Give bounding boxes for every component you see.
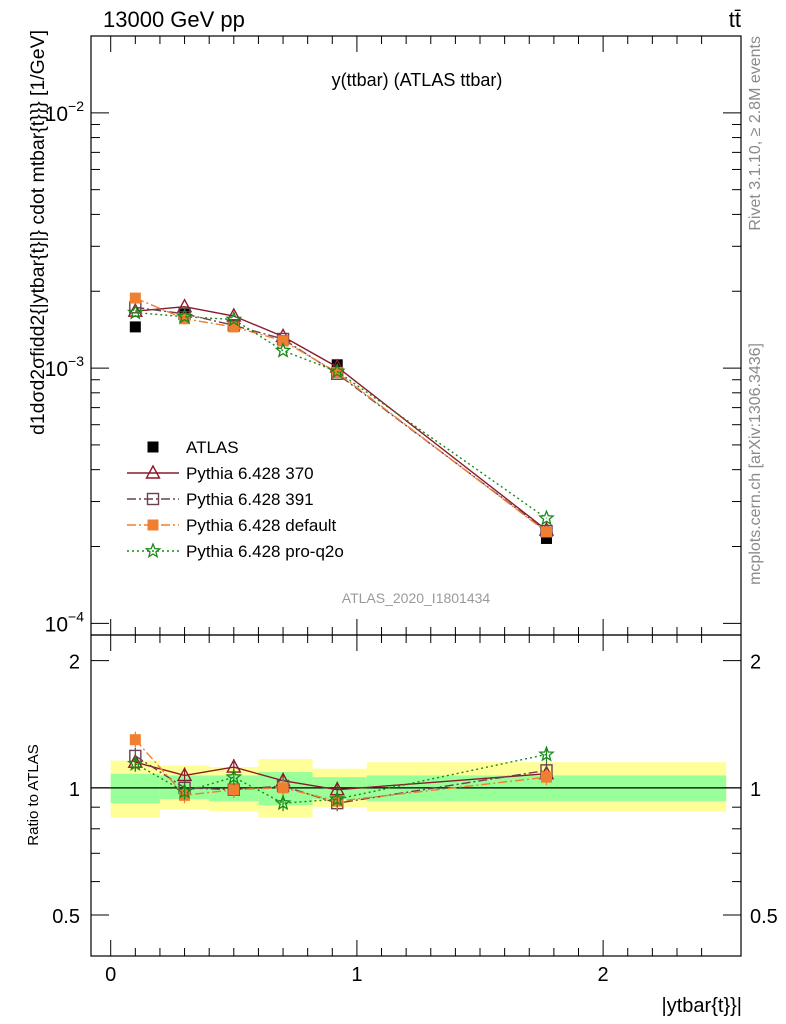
ratio-line-3 bbox=[134, 739, 547, 802]
ratio-y-tick-label-right: 2 bbox=[750, 652, 761, 674]
legend-marker bbox=[147, 441, 159, 453]
data-point bbox=[540, 532, 552, 544]
ratio-y-axis-label: Ratio to ATLAS bbox=[25, 744, 42, 845]
ratio-y-tick-label: 2 bbox=[69, 652, 80, 674]
ratio-y-tick-label-right: 1 bbox=[750, 779, 761, 801]
ratio-series-4 bbox=[126, 745, 555, 812]
rivet-label: Rivet 3.1.10, ≥ 2.8M events bbox=[747, 36, 764, 231]
ratio-point bbox=[277, 782, 289, 794]
y-tick-label: 10−4 bbox=[45, 608, 85, 636]
data-point bbox=[176, 307, 193, 324]
main-series-3 bbox=[129, 292, 552, 538]
legend-label: Pythia 6.428 default bbox=[186, 516, 337, 535]
ratio-point bbox=[228, 784, 240, 796]
legend-entry-2: Pythia 6.428 391 bbox=[127, 490, 314, 509]
data-point bbox=[328, 362, 346, 379]
ratio-y-tick-label-right: 0.5 bbox=[750, 906, 778, 928]
data-point bbox=[274, 341, 292, 358]
ratio-point bbox=[126, 754, 144, 771]
legend-entry-1: Pythia 6.428 370 bbox=[127, 464, 314, 483]
series-line-1 bbox=[135, 305, 547, 531]
legend-marker bbox=[144, 542, 162, 559]
ratio-frame bbox=[90, 634, 742, 957]
main-series-4 bbox=[127, 303, 555, 526]
legend-marker bbox=[147, 519, 159, 531]
legend-marker bbox=[145, 464, 161, 479]
legend-label: Pythia 6.428 391 bbox=[186, 490, 314, 509]
x-axis-label: |ytbar{t}}| bbox=[662, 995, 742, 1017]
y-tick-label: 10−3 bbox=[45, 353, 85, 381]
data-point bbox=[129, 321, 141, 333]
data-point bbox=[225, 310, 243, 327]
data-point bbox=[277, 335, 289, 347]
ratio-line-4 bbox=[134, 753, 547, 804]
data-point bbox=[179, 313, 191, 325]
legend-entry-0: ATLAS bbox=[147, 438, 239, 457]
ratio-y-tick-label: 0.5 bbox=[52, 906, 80, 928]
x-tick-label: 0 bbox=[105, 964, 116, 986]
ratio-point bbox=[129, 734, 141, 746]
energy-label: 13000 GeV pp bbox=[103, 7, 245, 32]
watermark: ATLAS_2020_I1801434 bbox=[342, 590, 491, 606]
ratio-y-tick-label: 1 bbox=[69, 779, 80, 801]
ratio-point bbox=[274, 794, 292, 811]
legend-label: ATLAS bbox=[186, 438, 239, 457]
legend-label: Pythia 6.428 370 bbox=[186, 464, 314, 483]
ratio-point bbox=[225, 768, 243, 785]
chart-title: y(ttbar) (ATLAS ttbar) bbox=[332, 70, 503, 90]
data-point bbox=[226, 307, 242, 322]
ratio-point bbox=[540, 771, 552, 783]
data-point bbox=[540, 526, 552, 538]
data-point bbox=[331, 367, 343, 379]
x-tick-label: 2 bbox=[598, 964, 609, 986]
legend: ATLAS Pythia 6.428 370 Pythia 6.428 391 Pyt… bbox=[127, 438, 344, 561]
main-axes: 10−2 10−3 10−4 bbox=[45, 35, 742, 636]
ratio-point bbox=[328, 790, 346, 807]
data-point bbox=[228, 321, 240, 333]
mcplots-label: mcplots.cern.ch [arXiv:1306.3436] bbox=[747, 343, 764, 585]
data-point bbox=[538, 509, 555, 526]
ratio-axes: 0 1 2 0.5 0.5 1 1 2 2 bbox=[52, 619, 778, 986]
main-series bbox=[127, 292, 555, 544]
legend-marker bbox=[146, 492, 160, 506]
y-tick-label: 10−2 bbox=[45, 98, 85, 126]
ratio-series bbox=[126, 731, 555, 812]
series-line-4 bbox=[135, 311, 547, 519]
ratio-line-2 bbox=[134, 755, 547, 804]
data-point bbox=[129, 292, 141, 304]
main-y-axis-label: d1dσd2σfidd2{|ytbar{t}|} cdot mtbar{t}}}… bbox=[28, 30, 49, 435]
process-label: tt̄ bbox=[729, 7, 741, 32]
data-point bbox=[176, 298, 193, 313]
series-line-3 bbox=[135, 297, 547, 533]
ratio-point bbox=[176, 782, 193, 799]
ratio-point bbox=[538, 745, 555, 762]
ratio-line-1 bbox=[135, 761, 547, 791]
data-point bbox=[127, 303, 144, 320]
legend-entry-4: Pythia 6.428 pro-q2o bbox=[127, 542, 344, 561]
x-tick-label: 1 bbox=[351, 964, 362, 986]
legend-entry-3: Pythia 6.428 default bbox=[127, 516, 337, 535]
legend-label: Pythia 6.428 pro-q2o bbox=[186, 542, 344, 561]
